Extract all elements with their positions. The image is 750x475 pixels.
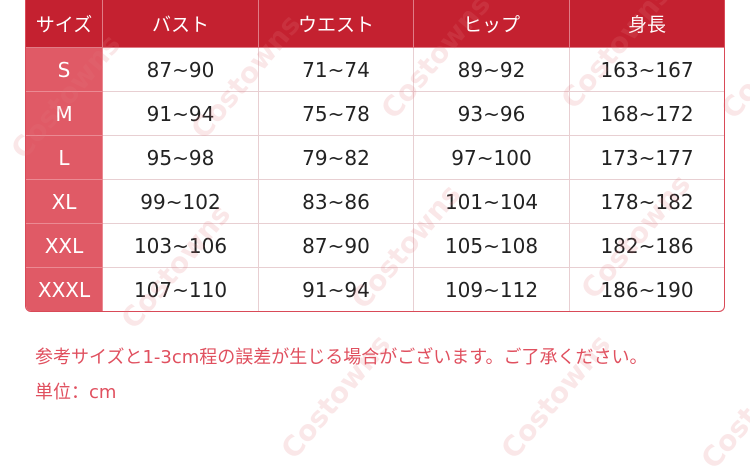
cell-bust: 95~98 bbox=[103, 136, 259, 180]
cell-waist: 75~78 bbox=[259, 92, 414, 136]
table-row: L 95~98 79~82 97~100 173~177 bbox=[26, 136, 724, 180]
cell-waist: 83~86 bbox=[259, 180, 414, 224]
table-header-row: サイズ バスト ウエスト ヒップ 身長 bbox=[26, 0, 724, 48]
cell-size: S bbox=[26, 48, 103, 92]
cell-waist: 87~90 bbox=[259, 224, 414, 268]
cell-size: XXL bbox=[26, 224, 103, 268]
cell-height: 173~177 bbox=[570, 136, 724, 180]
cell-height: 186~190 bbox=[600, 278, 694, 302]
cell-hip: 97~100 bbox=[414, 136, 570, 180]
header-waist: ウエスト bbox=[259, 0, 414, 48]
cell-waist: 71~74 bbox=[259, 48, 414, 92]
table-row: S 87~90 71~74 89~92 163~167 bbox=[26, 48, 724, 92]
header-size: サイズ bbox=[26, 0, 103, 48]
cell-size: XL bbox=[26, 180, 103, 224]
cell-height: 163~167 bbox=[570, 48, 724, 92]
cell-height: 168~172 bbox=[570, 92, 724, 136]
watermark: Costowns bbox=[744, 207, 750, 346]
cell-bust: 103~106 bbox=[103, 224, 259, 268]
header-hip: ヒップ bbox=[414, 0, 570, 48]
cell-bust: 99~102 bbox=[103, 180, 259, 224]
disclaimer-note: 参考サイズと1-3cm程の誤差が生じる場合がございます。ご了承ください。 bbox=[35, 347, 648, 368]
cell-size: XXXL bbox=[26, 268, 103, 311]
cell-waist: 91~94 bbox=[259, 268, 414, 311]
cell-hip: 105~108 bbox=[414, 224, 570, 268]
cell-height: 182~186 bbox=[570, 224, 724, 268]
cell-bust: 107~110 bbox=[103, 268, 259, 311]
watermark: Costowns bbox=[694, 337, 750, 475]
cell-hip: 89~92 bbox=[414, 48, 570, 92]
cell-hip: 101~104 bbox=[414, 180, 570, 224]
table-row: XL 99~102 83~86 101~104 178~182 bbox=[26, 180, 724, 224]
cell-bust: 87~90 bbox=[103, 48, 259, 92]
cell-hip: 109~112 bbox=[414, 268, 570, 311]
unit-note: 単位：cm bbox=[35, 382, 117, 403]
size-chart-table: サイズ バスト ウエスト ヒップ 身長 S 87~90 71~74 89~92 163~… bbox=[25, 0, 725, 312]
cell-waist: 79~82 bbox=[259, 136, 414, 180]
cell-bust: 91~94 bbox=[103, 92, 259, 136]
cell-hip: 93~96 bbox=[414, 92, 570, 136]
header-bust: バスト bbox=[103, 0, 259, 48]
cell-size: M bbox=[26, 92, 103, 136]
table-row: M 91~94 75~78 93~96 168~172 bbox=[26, 92, 724, 136]
cell-size: L bbox=[26, 136, 103, 180]
table-row: XXL 103~106 87~90 105~108 182~186 bbox=[26, 224, 724, 268]
cell-height: 178~182 bbox=[570, 180, 724, 224]
table-row: XXXL 107~110 91~94 109~112 186~190 bbox=[26, 268, 724, 311]
header-height: 身長 bbox=[570, 0, 724, 48]
